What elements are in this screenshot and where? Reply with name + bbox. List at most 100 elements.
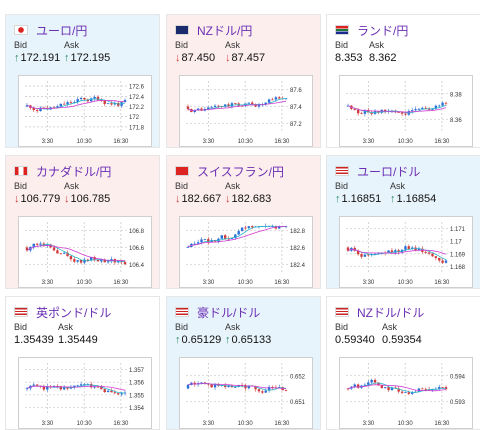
candle-body — [193, 382, 196, 385]
candle-body — [59, 386, 62, 390]
x-tick-label: 16:30 — [113, 421, 129, 427]
rate-card-chf-jpy[interactable]: スイスフラン/円 Bid Ask ↓ 182.667 ↓ 182.683 182.8… — [166, 155, 321, 289]
candle-body — [223, 235, 227, 239]
y-tick-label: 1.168 — [450, 265, 466, 271]
pair-title[interactable]: スイスフラン/円 — [197, 164, 284, 179]
candle-body — [247, 102, 251, 104]
candle-body — [251, 102, 254, 105]
ask-value: ↓ 87.457 — [225, 52, 266, 64]
candle-body — [431, 253, 434, 257]
candle-body — [113, 392, 117, 394]
price-chart[interactable]: 87.6 87.4 87.2 3:30 10:30 16:30 — [179, 75, 313, 147]
bid-value: ↓ 87.450 — [175, 52, 216, 64]
candle-body — [73, 259, 76, 262]
candle-body — [207, 107, 210, 109]
rate-card-zar-jpy[interactable]: ランド/円 Bid Ask 8.353 8.362 8.38 8.36 3:30 10… — [326, 14, 480, 148]
candle-body — [42, 386, 46, 390]
pair-title[interactable]: NZドル/ドル — [357, 305, 425, 320]
pair-title[interactable]: 英ポンド/ドル — [36, 305, 112, 320]
candle-body — [210, 384, 213, 388]
pair-title[interactable]: ユーロ/円 — [36, 23, 88, 38]
candle-body — [278, 387, 281, 388]
candlestick-chart: 8.38 8.36 3:30 10:30 16:30 — [346, 81, 462, 145]
down-arrow-icon: ↓ — [175, 52, 181, 64]
candle-body — [76, 260, 79, 262]
candle-body — [284, 390, 288, 392]
candle-body — [83, 259, 86, 263]
pair-title[interactable]: ユーロ/ドル — [357, 164, 421, 179]
rate-card-eur-jpy[interactable]: ユーロ/円 Bid Ask ↑ 172.191 ↑ 172.195 172.6 172… — [5, 14, 160, 148]
price-chart[interactable]: 0.652 0.651 3:30 10:30 16:30 — [179, 357, 313, 429]
y-tick-label: 106.8 — [129, 229, 145, 235]
rate-card-cad-jpy[interactable]: カナダドル/円 Bid Ask ↓ 106.779 ↓ 106.785 106.8 1… — [5, 155, 160, 289]
candle-body — [363, 254, 367, 257]
candle-body — [79, 384, 83, 386]
candle-body — [56, 106, 59, 108]
candle-body — [257, 389, 261, 392]
rate-card-nzd-jpy[interactable]: NZドル/円 Bid Ask ↓ 87.450 ↓ 87.457 87.6 87.4 8… — [166, 14, 321, 148]
candle-body — [69, 256, 73, 260]
y-tick-label: 1.355 — [129, 393, 145, 399]
candle-body — [373, 379, 377, 383]
candle-body — [103, 259, 106, 263]
x-tick-label: 10:30 — [398, 139, 414, 145]
ask-label: Ask — [382, 322, 398, 332]
candle-body — [73, 102, 76, 103]
candle-body — [106, 390, 110, 393]
x-tick-label: 3:30 — [42, 139, 54, 145]
candle-body — [227, 385, 230, 388]
candle-body — [353, 247, 356, 251]
candle-body — [93, 257, 96, 260]
candle-body — [90, 257, 93, 261]
x-tick-label: 16:30 — [434, 280, 450, 286]
candle-body — [93, 96, 96, 99]
card-header: スイスフラン/円 — [175, 163, 284, 179]
rate-card-eur-usd[interactable]: ユーロ/ドル Bid Ask ↑ 1.16851 ↑ 1.16854 1.171 1.… — [326, 155, 480, 289]
price-chart[interactable]: 1.171 1.17 1.169 1.168 3:30 10:30 16:30 — [339, 216, 473, 288]
candle-body — [123, 100, 127, 103]
ask-label: Ask — [225, 322, 241, 332]
pair-title[interactable]: ランド/円 — [357, 23, 409, 38]
flag-icon-jp — [14, 25, 28, 35]
moving-average-line — [26, 98, 126, 110]
moving-average-line — [26, 245, 126, 262]
candle-body — [271, 99, 274, 101]
candle-body — [353, 108, 356, 110]
price-chart[interactable]: 8.38 8.36 3:30 10:30 16:30 — [339, 75, 473, 147]
flag-icon-us — [14, 307, 28, 317]
candle-body — [397, 250, 400, 253]
y-tick-label: 182.6 — [290, 246, 306, 252]
candle-body — [404, 113, 407, 115]
y-tick-label: 1.357 — [129, 368, 145, 374]
bid-label: Bid — [14, 322, 28, 332]
rates-grid: ユーロ/円 Bid Ask ↑ 172.191 ↑ 172.195 172.6 172… — [5, 14, 480, 430]
pair-title[interactable]: カナダドル/円 — [36, 164, 112, 179]
candle-body — [363, 110, 367, 114]
card-header: カナダドル/円 — [14, 163, 111, 179]
price-chart[interactable]: 0.594 0.593 3:30 10:30 16:30 — [339, 357, 473, 429]
candle-body — [397, 112, 400, 113]
candle-body — [247, 226, 251, 228]
candle-body — [417, 248, 421, 251]
candle-body — [196, 108, 200, 110]
price-chart[interactable]: 172.6 172.4 172.2 172 171.8 3:30 10:30 16:30 — [18, 75, 152, 147]
up-arrow-icon: ↑ — [225, 334, 231, 346]
moving-average-line — [187, 383, 287, 390]
candle-body — [25, 105, 29, 107]
price-chart[interactable]: 1.357 1.356 1.355 1.354 3:30 10:30 16:30 — [18, 357, 152, 429]
candle-body — [83, 384, 86, 385]
candle-body — [444, 387, 448, 389]
candle-body — [103, 389, 106, 393]
bid-value: ↑ 172.191 — [14, 52, 61, 64]
candle-body — [367, 254, 370, 256]
ask-label: Ask — [390, 181, 406, 191]
pair-title[interactable]: NZドル/円 — [197, 23, 253, 38]
candle-body — [113, 103, 117, 105]
candle-body — [356, 250, 360, 255]
candle-body — [373, 253, 377, 255]
price-chart[interactable]: 106.8 106.6 106.4 3:30 10:30 16:30 — [18, 216, 152, 288]
pair-title[interactable]: 豪ドル/ドル — [197, 305, 261, 320]
price-chart[interactable]: 182.8 182.6 182.4 3:30 10:30 16:30 — [179, 216, 313, 288]
candle-body — [46, 244, 49, 246]
candle-body — [274, 97, 278, 100]
